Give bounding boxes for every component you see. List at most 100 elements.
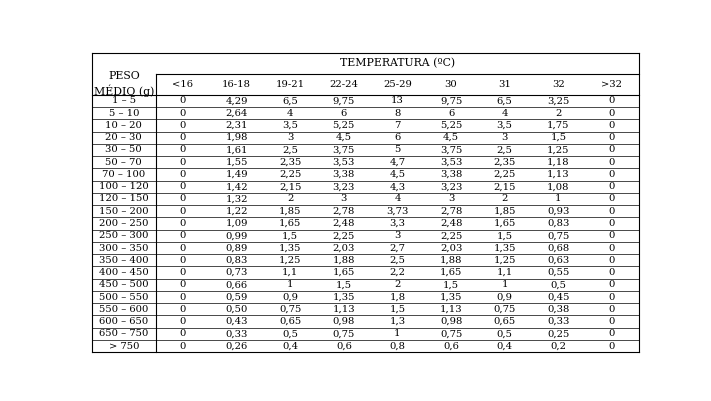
Text: 31: 31 <box>498 80 511 89</box>
Text: 150 – 200: 150 – 200 <box>99 207 149 216</box>
Text: 0,38: 0,38 <box>547 305 570 314</box>
Text: 2,7: 2,7 <box>390 243 405 253</box>
Text: 0,68: 0,68 <box>547 243 570 253</box>
Text: 4,29: 4,29 <box>225 96 248 105</box>
Text: 3: 3 <box>448 194 454 203</box>
Text: 1,88: 1,88 <box>333 256 355 265</box>
Text: 450 – 500: 450 – 500 <box>99 280 149 289</box>
Text: 0,99: 0,99 <box>225 231 247 240</box>
Text: 1: 1 <box>501 280 508 289</box>
Text: 1,42: 1,42 <box>225 182 248 191</box>
Text: 100 – 120: 100 – 120 <box>99 182 149 191</box>
Text: 2,48: 2,48 <box>440 219 462 228</box>
Text: <16: <16 <box>172 80 193 89</box>
Text: 1,5: 1,5 <box>550 133 567 142</box>
Text: 2,25: 2,25 <box>333 231 355 240</box>
Text: 0: 0 <box>609 329 615 338</box>
Text: 1,65: 1,65 <box>333 268 355 277</box>
Text: 6: 6 <box>341 109 347 117</box>
Text: 1,25: 1,25 <box>493 256 516 265</box>
Text: 0,55: 0,55 <box>547 268 570 277</box>
Text: 2,03: 2,03 <box>333 243 355 253</box>
Text: 0,33: 0,33 <box>225 329 247 338</box>
Text: 0,5: 0,5 <box>282 329 298 338</box>
Text: 0: 0 <box>609 280 615 289</box>
Text: 3: 3 <box>287 133 294 142</box>
Text: 3,38: 3,38 <box>333 170 355 179</box>
Text: 1,25: 1,25 <box>547 146 570 154</box>
Text: 0,63: 0,63 <box>547 256 570 265</box>
Text: 0: 0 <box>609 109 615 117</box>
Text: 1,1: 1,1 <box>496 268 513 277</box>
Text: 0,26: 0,26 <box>225 342 247 350</box>
Text: 4: 4 <box>394 194 401 203</box>
Text: 0,66: 0,66 <box>225 280 247 289</box>
Text: 6: 6 <box>395 133 400 142</box>
Text: 2,5: 2,5 <box>497 146 513 154</box>
Text: 0: 0 <box>180 243 186 253</box>
Text: 2,15: 2,15 <box>279 182 301 191</box>
Text: 4,3: 4,3 <box>390 182 405 191</box>
Text: 0: 0 <box>609 182 615 191</box>
Text: > 750: > 750 <box>109 342 139 350</box>
Text: 1,25: 1,25 <box>279 256 301 265</box>
Text: 9,75: 9,75 <box>333 96 355 105</box>
Text: 3,53: 3,53 <box>440 158 462 167</box>
Text: 1,35: 1,35 <box>333 293 355 302</box>
Text: 1,35: 1,35 <box>493 243 516 253</box>
Text: 0,5: 0,5 <box>497 329 513 338</box>
Text: 2,48: 2,48 <box>333 219 355 228</box>
Text: 1,09: 1,09 <box>225 219 248 228</box>
Text: 1,8: 1,8 <box>390 293 405 302</box>
Text: 300 – 350: 300 – 350 <box>99 243 149 253</box>
Text: 1,5: 1,5 <box>497 231 513 240</box>
Text: 4,5: 4,5 <box>443 133 459 142</box>
Text: 1,65: 1,65 <box>493 219 516 228</box>
Text: 0: 0 <box>180 329 186 338</box>
Text: 0,73: 0,73 <box>225 268 247 277</box>
Text: 1,13: 1,13 <box>440 305 462 314</box>
Text: 0,65: 0,65 <box>493 317 516 326</box>
Text: 2,25: 2,25 <box>440 231 462 240</box>
Text: 350 – 400: 350 – 400 <box>99 256 149 265</box>
Text: 0,6: 0,6 <box>336 342 352 350</box>
Text: 1: 1 <box>555 194 562 203</box>
Text: 7: 7 <box>395 121 400 130</box>
Text: 1,1: 1,1 <box>282 268 299 277</box>
Text: 1,65: 1,65 <box>440 268 462 277</box>
Text: 0: 0 <box>609 256 615 265</box>
Text: 0: 0 <box>180 170 186 179</box>
Text: 0,75: 0,75 <box>547 231 570 240</box>
Text: 4,7: 4,7 <box>390 158 405 167</box>
Text: 0: 0 <box>180 194 186 203</box>
Text: 2,64: 2,64 <box>225 109 247 117</box>
Text: 2: 2 <box>501 194 508 203</box>
Text: 1,13: 1,13 <box>333 305 355 314</box>
Text: 3,23: 3,23 <box>333 182 355 191</box>
Text: 1,75: 1,75 <box>547 121 570 130</box>
Text: 4: 4 <box>287 109 294 117</box>
Text: 0: 0 <box>180 96 186 105</box>
Text: 4: 4 <box>501 109 508 117</box>
Text: 3,5: 3,5 <box>282 121 298 130</box>
Text: PESO
MÉDIO (g): PESO MÉDIO (g) <box>94 71 154 97</box>
Text: 550 – 600: 550 – 600 <box>99 305 149 314</box>
Text: 0: 0 <box>180 293 186 302</box>
Text: 0: 0 <box>180 231 186 240</box>
Text: 0: 0 <box>609 207 615 216</box>
Text: 0,50: 0,50 <box>225 305 247 314</box>
Text: 0,83: 0,83 <box>547 219 570 228</box>
Text: 3: 3 <box>395 231 400 240</box>
Text: 0: 0 <box>609 231 615 240</box>
Text: 0,98: 0,98 <box>333 317 355 326</box>
Text: 0: 0 <box>609 146 615 154</box>
Text: 19-21: 19-21 <box>276 80 305 89</box>
Text: 2: 2 <box>287 194 294 203</box>
Text: 0: 0 <box>180 342 186 350</box>
Text: 0: 0 <box>609 121 615 130</box>
Text: 1,13: 1,13 <box>547 170 570 179</box>
Text: 0,75: 0,75 <box>440 329 462 338</box>
Text: 600 – 650: 600 – 650 <box>100 317 149 326</box>
Text: 0,9: 0,9 <box>497 293 513 302</box>
Text: 0: 0 <box>180 268 186 277</box>
